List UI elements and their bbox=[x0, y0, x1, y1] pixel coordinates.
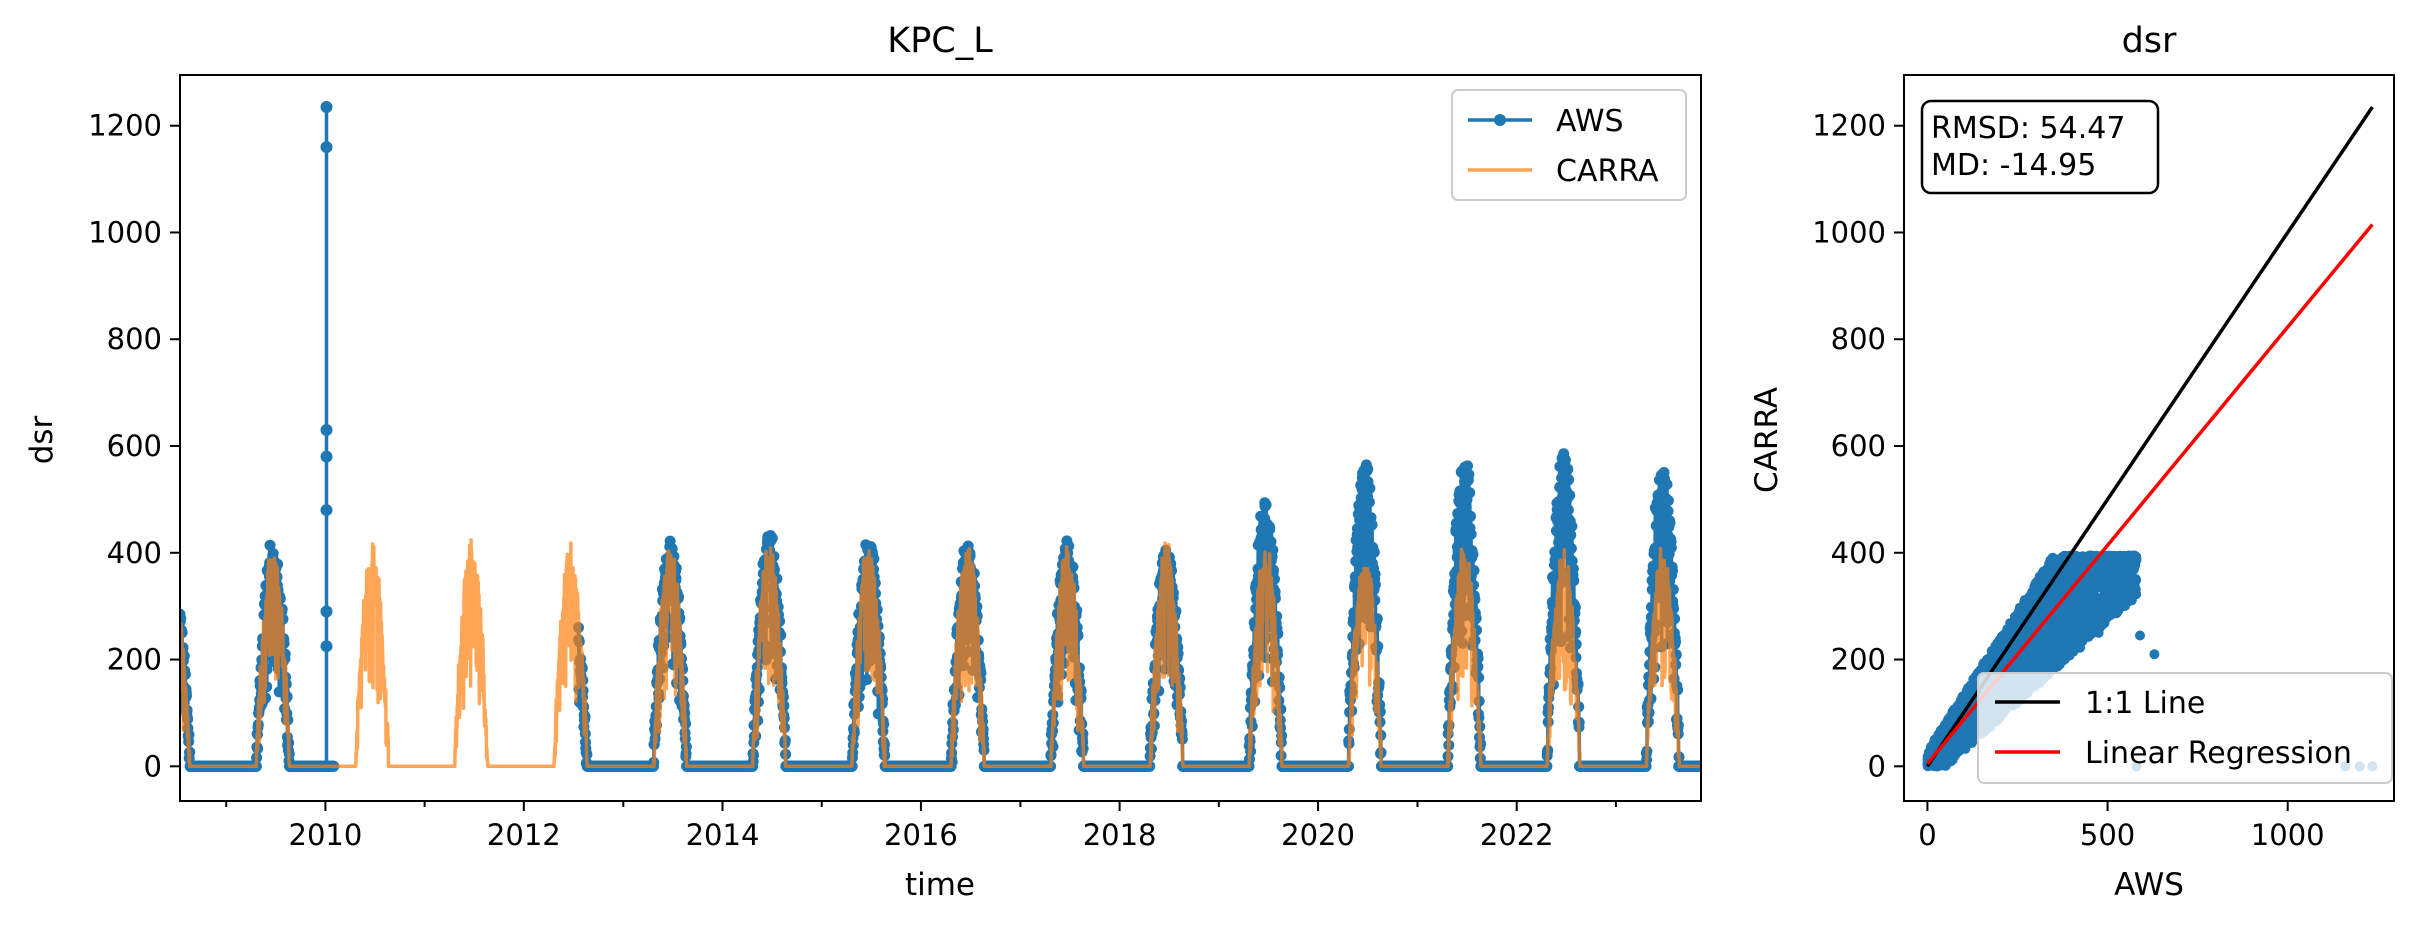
aws-point bbox=[1451, 525, 1463, 537]
timeseries-plot-area bbox=[180, 101, 1701, 772]
timeseries-x-label: time bbox=[905, 867, 975, 903]
aws-point bbox=[1364, 482, 1376, 494]
aws-markers bbox=[573, 448, 1701, 772]
aws-point bbox=[264, 539, 276, 551]
timeseries-title: KPC_L bbox=[887, 21, 993, 61]
timeseries-y-label: dsr bbox=[24, 415, 60, 464]
aws-point bbox=[1564, 489, 1576, 501]
aws-spike-point bbox=[320, 640, 333, 653]
timeseries-x-ticks: 2010 2012 2014 2016 2018 2020 2022 bbox=[225, 801, 1617, 852]
aws-point bbox=[1464, 487, 1476, 499]
aws-point bbox=[1563, 474, 1575, 486]
aws-point bbox=[1662, 495, 1674, 507]
aws-point bbox=[1665, 542, 1677, 554]
aws-point bbox=[1662, 505, 1674, 517]
timeseries-x-tick-label: 2020 bbox=[1281, 818, 1355, 852]
aws-point bbox=[1463, 469, 1475, 480]
aws-point bbox=[1467, 548, 1479, 560]
aws-point bbox=[1661, 478, 1673, 490]
legend-carra-label: CARRA bbox=[1556, 154, 1659, 189]
timeseries-y-ticks: 0 200 400 600 800 1000 1200 bbox=[88, 109, 180, 783]
aws-spike-point bbox=[320, 423, 333, 436]
timeseries-x-tick-label: 2010 bbox=[289, 818, 363, 852]
aws-spike-point bbox=[320, 605, 333, 618]
aws-point bbox=[1550, 525, 1562, 537]
aws-point bbox=[1363, 496, 1375, 508]
scatter-plot-area bbox=[1922, 106, 2378, 772]
aws-point bbox=[1565, 543, 1577, 554]
timeseries-x-tick-label: 2016 bbox=[884, 818, 958, 852]
aws-spike-point bbox=[320, 101, 333, 114]
aws-point bbox=[1362, 463, 1374, 475]
aws-spike-point bbox=[320, 141, 333, 154]
timeseries-legend: AWS CARRA bbox=[1451, 89, 1687, 201]
aws-spike-point bbox=[320, 450, 333, 463]
aws-point bbox=[1465, 528, 1477, 540]
scatter-title: dsr bbox=[2122, 21, 2177, 61]
timeseries-y-tick-label: 200 bbox=[107, 643, 162, 677]
aws-line bbox=[576, 452, 1701, 769]
timeseries-x-tick-label: 2014 bbox=[686, 818, 760, 852]
aws-point bbox=[1465, 510, 1476, 522]
timeseries-y-tick-label: 1200 bbox=[88, 109, 162, 143]
legend-aws-marker bbox=[1494, 114, 1506, 126]
timeseries-x-tick-label: 2022 bbox=[1480, 818, 1554, 852]
timeseries-y-tick-label: 800 bbox=[107, 322, 162, 356]
timeseries-y-tick-label: 400 bbox=[107, 536, 162, 570]
timeseries-y-tick-label: 600 bbox=[107, 429, 162, 463]
aws-point bbox=[180, 612, 187, 624]
timeseries-x-tick-label: 2012 bbox=[487, 818, 561, 852]
timeseries-y-tick-label: 0 bbox=[144, 749, 162, 783]
aws-spike-point bbox=[320, 504, 333, 517]
aws-point bbox=[1260, 499, 1272, 511]
timeseries-x-tick-label: 2018 bbox=[1083, 818, 1157, 852]
aws-point bbox=[1664, 517, 1676, 529]
aws-point bbox=[1264, 523, 1276, 535]
aws-point bbox=[1368, 546, 1380, 558]
aws-point bbox=[1366, 519, 1378, 531]
aws-point bbox=[1562, 504, 1574, 516]
timeseries-panel: KPC_L 2010 2012 2014 2016 2018 2020 2022 0 200 4… bbox=[24, 21, 1702, 903]
aws-point bbox=[1562, 463, 1574, 475]
legend-aws-label: AWS bbox=[1556, 104, 1624, 139]
aws-point bbox=[1566, 520, 1578, 532]
timeseries-y-tick-label: 1000 bbox=[88, 215, 162, 249]
aws-point bbox=[766, 532, 778, 544]
